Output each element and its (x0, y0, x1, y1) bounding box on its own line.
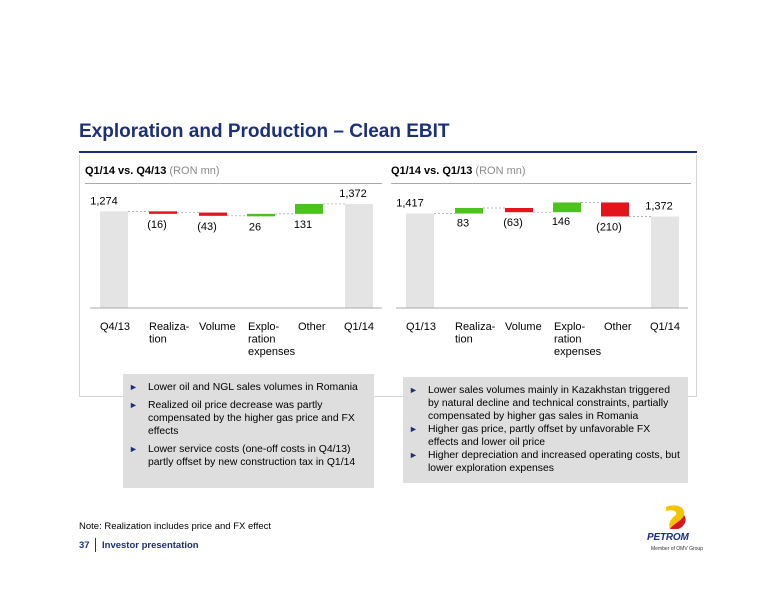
data-label-3: 146 (552, 216, 570, 228)
category-label-4: Other (298, 321, 326, 333)
category-label-5: Q1/14 (344, 321, 374, 333)
data-label-4: (210) (596, 221, 622, 233)
chart-2-header: Q1/14 vs. Q1/13 (RON mn) (391, 165, 526, 177)
data-label-3: 26 (249, 221, 261, 233)
data-label-2: (63) (503, 217, 523, 229)
waterfall-bar-1 (149, 211, 177, 214)
page-number: 37 (79, 540, 90, 551)
waterfall-chart-q1-13: 1,417 83 (63) 146 (210) 1,372 Q1/13 Realiza-tio… (396, 198, 688, 358)
waterfall-bar-3 (247, 213, 275, 217)
data-label-0: 1,417 (396, 198, 424, 210)
bullet-icon: ► (409, 385, 418, 395)
waterfall-bar-3 (553, 202, 581, 213)
waterfall-bar-2 (199, 212, 227, 216)
chart-2-unit: (RON mn) (475, 165, 526, 177)
charts-panel (79, 155, 697, 397)
category-label-0: Q1/13 (406, 321, 436, 333)
note-item: ► Higher depreciation and increased opera… (409, 450, 680, 474)
logo-subtitle: Member of OMV Group (651, 546, 703, 552)
data-label-2: (43) (197, 221, 217, 233)
notes-box-right: ► Lower sales volumes mainly in Kazakhsta… (403, 377, 688, 483)
page-title: Exploration and Production – Clean EBIT (79, 121, 450, 142)
waterfall-bar-4 (295, 203, 323, 214)
category-label-3: Explo-ration expenses (554, 321, 602, 358)
footnote: Note: Realization includes price and FX … (79, 521, 272, 532)
chart-1-unit: (RON mn) (169, 165, 220, 177)
category-label-1: Realiza-tion (149, 321, 190, 346)
note-item: ► Lower oil and NGL sales volumes in Roma… (129, 382, 358, 393)
bullet-icon: ► (409, 424, 418, 434)
waterfall-bar-1 (455, 208, 483, 214)
waterfall-bar-2 (505, 208, 533, 213)
category-label-3: Explo-ration expenses (248, 321, 296, 358)
chart-2-header-rule (391, 183, 691, 184)
title-underline (79, 151, 697, 153)
data-label-5: 1,372 (339, 188, 367, 200)
waterfall-bar-0 (100, 211, 128, 308)
petrom-logo-icon (666, 505, 686, 529)
chart-1-header-rule (85, 183, 382, 184)
notes-box-left: ► Lower oil and NGL sales volumes in Roma… (123, 374, 374, 488)
footer-divider (95, 538, 96, 552)
bullet-icon: ► (129, 382, 138, 392)
category-label-5: Q1/14 (650, 321, 680, 333)
waterfall-bar-0 (406, 213, 434, 308)
bullet-icon: ► (409, 450, 418, 460)
category-label-1: Realiza-tion (455, 321, 496, 346)
waterfall-bar-5 (651, 216, 679, 308)
category-label-4: Other (604, 321, 632, 333)
chart-2-title: Q1/14 vs. Q1/13 (391, 165, 473, 177)
note-item: ► Lower sales volumes mainly in Kazakhsta… (409, 385, 670, 422)
note-item: ► Realized oil price decrease was partly … (129, 400, 355, 437)
data-label-1: (16) (147, 219, 167, 231)
chart-1-title: Q1/14 vs. Q4/13 (85, 165, 167, 177)
chart-1-header: Q1/14 vs. Q4/13 (RON mn) (85, 165, 220, 177)
logo-wordmark: PETROM (647, 532, 689, 543)
waterfall-chart-q4-13: 1,274 (16) (43) 26 131 1,372 Q4/13 Realiza-tion… (90, 188, 382, 358)
data-label-1: 83 (457, 218, 469, 230)
data-label-4: 131 (294, 219, 312, 231)
data-label-5: 1,372 (645, 201, 673, 213)
note-item: ► Lower service costs (one-off costs in Q… (129, 444, 356, 468)
category-label-2: Volume (505, 321, 542, 333)
data-label-0: 1,274 (90, 195, 118, 207)
bullet-icon: ► (129, 444, 138, 454)
note-item: ► Higher gas price, partly offset by unfa… (409, 424, 651, 448)
category-label-2: Volume (199, 321, 236, 333)
waterfall-bar-5 (345, 203, 373, 308)
category-label-0: Q4/13 (100, 321, 130, 333)
bullet-icon: ► (129, 400, 138, 410)
footer-label: Investor presentation (102, 540, 199, 551)
waterfall-bar-4 (601, 202, 629, 217)
